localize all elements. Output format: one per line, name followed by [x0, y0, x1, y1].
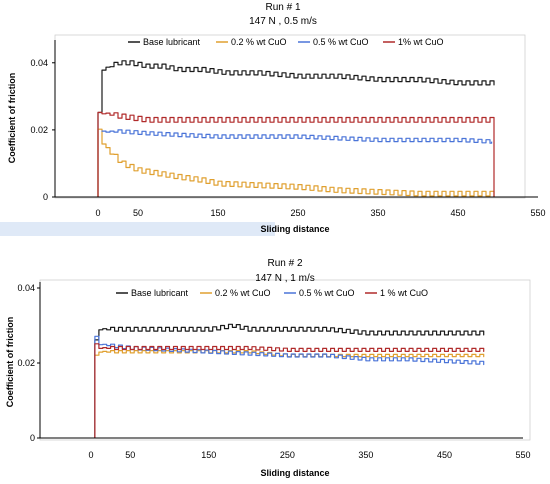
chart-run-2-xlabel: Sliding distance [260, 468, 329, 478]
y-tick-label: 0.02 [17, 358, 35, 368]
x-tick-label: 550 [530, 208, 545, 218]
chart-run-1-ylabel: Coefficient of friction [7, 73, 17, 164]
series-line-cuo-05 [101, 129, 493, 144]
legend-entry: 0.5 % wt CuO [299, 288, 355, 298]
x-tick-label: 0 [88, 450, 93, 460]
x-tick-label: 50 [125, 450, 135, 460]
y-tick-label: 0.02 [30, 125, 48, 135]
y-tick-label: 0.04 [17, 283, 35, 293]
chart-run-1-xlabel-highlight [0, 222, 275, 236]
x-tick-label: 350 [358, 450, 373, 460]
chart-run-2-title: Run # 2 [267, 258, 302, 269]
x-tick-label: 50 [133, 208, 143, 218]
legend-entry: 1% wt CuO [398, 37, 444, 47]
y-tick-label: 0.04 [30, 58, 48, 68]
legend-entry: 0.2 % wt CuO [231, 37, 287, 47]
x-tick-label: 450 [437, 450, 452, 460]
chart-run-2-axes: 0 0.02 0.04 0 50 150 250 350 450 550 [17, 282, 531, 460]
x-tick-label: 150 [210, 208, 225, 218]
series-line-cuo-1 [94, 343, 485, 438]
x-tick-label: 250 [280, 450, 295, 460]
series-line-base [94, 323, 485, 438]
x-tick-label: 0 [95, 208, 100, 218]
chart-run-2: Run # 2 147 N , 1 m/s Base lubricant 0.2 … [5, 258, 531, 478]
series-line-cuo-05 [94, 335, 485, 438]
legend-entry: 0.5 % wt CuO [313, 37, 369, 47]
chart-run-1-series [97, 60, 495, 197]
chart-run-2-ylabel: Coefficient of friction [5, 317, 15, 408]
chart-run-1-axes: 0 0.02 0.04 0 50 150 250 350 450 550 [30, 40, 546, 218]
series-line-cuo-1 [97, 111, 495, 197]
x-tick-label: 550 [515, 450, 530, 460]
chart-run-1-subtitle: 147 N , 0.5 m/s [249, 16, 317, 27]
x-tick-label: 350 [370, 208, 385, 218]
chart-run-2-subtitle: 147 N , 1 m/s [255, 273, 314, 284]
x-tick-label: 150 [201, 450, 216, 460]
series-line-cuo-02 [94, 350, 485, 438]
legend-entry: Base lubricant [131, 288, 189, 298]
legend-entry: 0.2 % wt CuO [215, 288, 271, 298]
chart-run-2-legend: Base lubricant 0.2 % wt CuO 0.5 % wt CuO 1 … [116, 288, 428, 298]
y-tick-label: 0 [43, 192, 48, 202]
y-tick-label: 0 [30, 433, 35, 443]
chart-run-2-series [94, 323, 485, 438]
series-line-cuo-02 [97, 128, 495, 197]
legend-entry: Base lubricant [143, 37, 201, 47]
legend-entry: 1 % wt CuO [380, 288, 428, 298]
chart-run-1-title: Run # 1 [265, 2, 300, 13]
x-tick-label: 450 [450, 208, 465, 218]
series-line-base [97, 60, 495, 197]
chart-run-1: Run # 1 147 N , 0.5 m/s Base lubricant 0.… [0, 2, 546, 236]
chart-run-1-xlabel: Sliding distance [260, 224, 329, 234]
x-tick-label: 250 [290, 208, 305, 218]
chart-run-1-legend: Base lubricant 0.2 % wt CuO 0.5 % wt CuO 1%… [128, 37, 444, 47]
